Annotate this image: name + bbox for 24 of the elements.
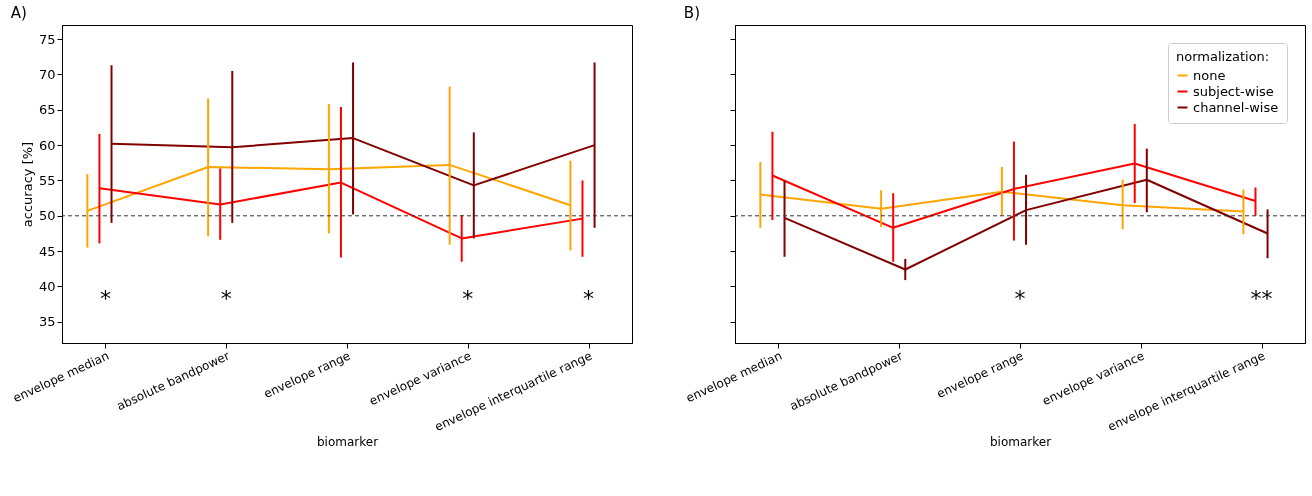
y-tick-label: 40 [38, 278, 56, 294]
annotation: * [99, 286, 111, 311]
x-axis-title: biomarker [989, 435, 1052, 450]
legend-label: channel-wise [1193, 99, 1279, 115]
legend-label: subject-wise [1193, 83, 1274, 99]
legend-label: none [1193, 67, 1226, 83]
chart-title: A) [10, 4, 27, 22]
y-tick-label: 70 [38, 66, 56, 82]
x-axis-title: biomarker [316, 435, 379, 450]
annotation: ** [1250, 286, 1273, 311]
y-axis-title: accuracy [%] [19, 141, 35, 228]
y-tick-label: 55 [38, 172, 56, 188]
y-tick-label: 75 [38, 31, 56, 47]
y-tick-label: 45 [38, 243, 56, 259]
annotation: * [220, 286, 232, 311]
y-tick-label: 35 [38, 314, 56, 330]
annotation: * [1014, 286, 1026, 311]
legend-title: normalization: [1176, 49, 1270, 64]
chart-title: B) [683, 4, 700, 22]
y-tick-label: 60 [38, 137, 56, 153]
annotation: * [462, 286, 474, 311]
y-tick-label: 50 [38, 208, 56, 224]
annotation: * [583, 286, 595, 311]
y-tick-label: 65 [38, 102, 56, 118]
